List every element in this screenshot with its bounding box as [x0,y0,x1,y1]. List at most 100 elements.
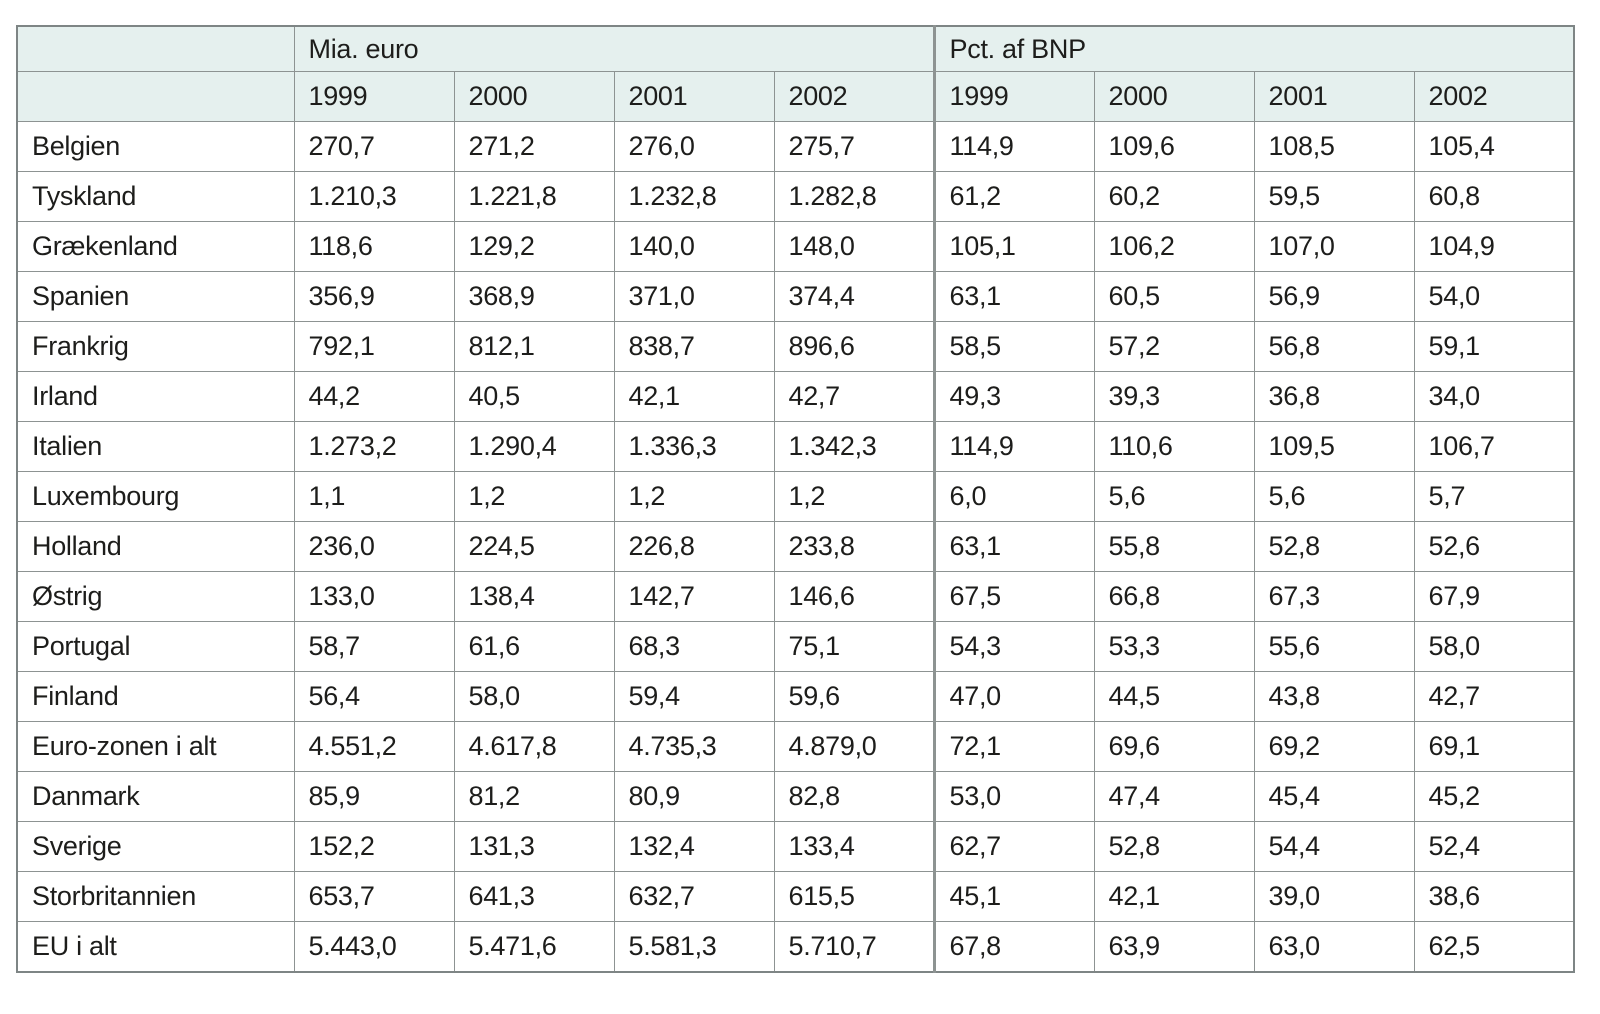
cell-mia-1999: 5.443,0 [293,921,455,973]
table-body: Belgien 270,7 271,2 276,0 275,7 114,9 10… [16,121,1575,973]
cell-mia-2000: 1.290,4 [453,421,615,472]
cell-mia-2000: 812,1 [453,321,615,372]
cell-pct-2002: 42,7 [1413,671,1575,722]
cell-mia-1999: 133,0 [293,571,455,622]
row-label: Euro-zonen i alt [16,721,295,772]
cell-mia-1999: 152,2 [293,821,455,872]
cell-pct-2001: 5,6 [1253,471,1415,522]
cell-mia-2002: 896,6 [773,321,935,372]
cell-pct-2000: 57,2 [1093,321,1255,372]
cell-mia-2001: 276,0 [613,121,775,172]
cell-mia-2002: 59,6 [773,671,935,722]
table-row: Finland 56,4 58,0 59,4 59,6 47,0 44,5 43… [16,671,1575,722]
cell-pct-2002: 62,5 [1413,921,1575,973]
cell-pct-2000: 106,2 [1093,221,1255,272]
table-row: Sverige 152,2 131,3 132,4 133,4 62,7 52,… [16,821,1575,872]
cell-mia-1999: 4.551,2 [293,721,455,772]
row-label: Holland [16,521,295,572]
cell-mia-2000: 40,5 [453,371,615,422]
table-header: Mia. euro Pct. af BNP 1999 2000 2001 200… [16,25,1575,122]
cell-pct-2002: 69,1 [1413,721,1575,772]
cell-pct-2000: 47,4 [1093,771,1255,822]
cell-pct-2001: 45,4 [1253,771,1415,822]
table-row: Grækenland 118,6 129,2 140,0 148,0 105,1… [16,221,1575,272]
cell-mia-2002: 615,5 [773,871,935,922]
year-header-mia-1999: 1999 [293,71,455,122]
cell-mia-1999: 58,7 [293,621,455,672]
cell-pct-2000: 60,5 [1093,271,1255,322]
cell-pct-2001: 108,5 [1253,121,1415,172]
table-row: Irland 44,2 40,5 42,1 42,7 49,3 39,3 36,… [16,371,1575,422]
cell-pct-1999: 105,1 [932,221,1095,272]
cell-pct-2002: 45,2 [1413,771,1575,822]
table-row: Frankrig 792,1 812,1 838,7 896,6 58,5 57… [16,321,1575,372]
cell-mia-2001: 632,7 [613,871,775,922]
cell-mia-1999: 270,7 [293,121,455,172]
cell-pct-2000: 66,8 [1093,571,1255,622]
cell-pct-1999: 72,1 [932,721,1095,772]
cell-pct-2000: 69,6 [1093,721,1255,772]
cell-mia-1999: 1.273,2 [293,421,455,472]
cell-mia-2002: 275,7 [773,121,935,172]
cell-pct-1999: 6,0 [932,471,1095,522]
cell-pct-2002: 38,6 [1413,871,1575,922]
table-row: Østrig 133,0 138,4 142,7 146,6 67,5 66,8… [16,571,1575,622]
cell-pct-2002: 67,9 [1413,571,1575,622]
debt-statistics-table: Mia. euro Pct. af BNP 1999 2000 2001 200… [16,25,1576,973]
cell-mia-2002: 4.879,0 [773,721,935,772]
cell-pct-2000: 55,8 [1093,521,1255,572]
cell-mia-2000: 271,2 [453,121,615,172]
cell-mia-2001: 226,8 [613,521,775,572]
row-label: Østrig [16,571,295,622]
table-row: Italien 1.273,2 1.290,4 1.336,3 1.342,3 … [16,421,1575,472]
cell-mia-2002: 1.282,8 [773,171,935,222]
cell-mia-1999: 85,9 [293,771,455,822]
table-row: EU i alt 5.443,0 5.471,6 5.581,3 5.710,7… [16,921,1575,973]
table-row: Euro-zonen i alt 4.551,2 4.617,8 4.735,3… [16,721,1575,772]
cell-mia-2002: 82,8 [773,771,935,822]
cell-pct-2001: 43,8 [1253,671,1415,722]
cell-pct-1999: 45,1 [932,871,1095,922]
cell-pct-2002: 105,4 [1413,121,1575,172]
cell-pct-2002: 52,4 [1413,821,1575,872]
cell-mia-2000: 641,3 [453,871,615,922]
row-label: Luxembourg [16,471,295,522]
cell-pct-2000: 5,6 [1093,471,1255,522]
corner-cell [16,71,295,122]
cell-pct-1999: 67,8 [932,921,1095,973]
row-label: Tyskland [16,171,295,222]
cell-mia-1999: 56,4 [293,671,455,722]
cell-mia-2001: 140,0 [613,221,775,272]
cell-pct-1999: 67,5 [932,571,1095,622]
cell-mia-2001: 42,1 [613,371,775,422]
row-label: Sverige [16,821,295,872]
cell-mia-2000: 5.471,6 [453,921,615,973]
cell-pct-1999: 114,9 [932,421,1095,472]
cell-mia-2001: 80,9 [613,771,775,822]
cell-mia-1999: 792,1 [293,321,455,372]
cell-mia-2000: 4.617,8 [453,721,615,772]
cell-pct-2001: 54,4 [1253,821,1415,872]
row-label: Portugal [16,621,295,672]
year-header-pct-1999: 1999 [932,71,1095,122]
cell-mia-2002: 42,7 [773,371,935,422]
cell-mia-2002: 374,4 [773,271,935,322]
cell-pct-2000: 39,3 [1093,371,1255,422]
cell-mia-2002: 75,1 [773,621,935,672]
cell-mia-2000: 224,5 [453,521,615,572]
cell-mia-1999: 44,2 [293,371,455,422]
cell-pct-2001: 55,6 [1253,621,1415,672]
table-row: Storbritannien 653,7 641,3 632,7 615,5 4… [16,871,1575,922]
cell-pct-2002: 34,0 [1413,371,1575,422]
cell-pct-2002: 54,0 [1413,271,1575,322]
cell-pct-2002: 106,7 [1413,421,1575,472]
cell-pct-2000: 109,6 [1093,121,1255,172]
year-header-pct-2000: 2000 [1093,71,1255,122]
cell-mia-2000: 1.221,8 [453,171,615,222]
row-label: Italien [16,421,295,472]
cell-mia-2000: 129,2 [453,221,615,272]
cell-mia-2000: 1,2 [453,471,615,522]
cell-pct-1999: 61,2 [932,171,1095,222]
cell-pct-2002: 60,8 [1413,171,1575,222]
